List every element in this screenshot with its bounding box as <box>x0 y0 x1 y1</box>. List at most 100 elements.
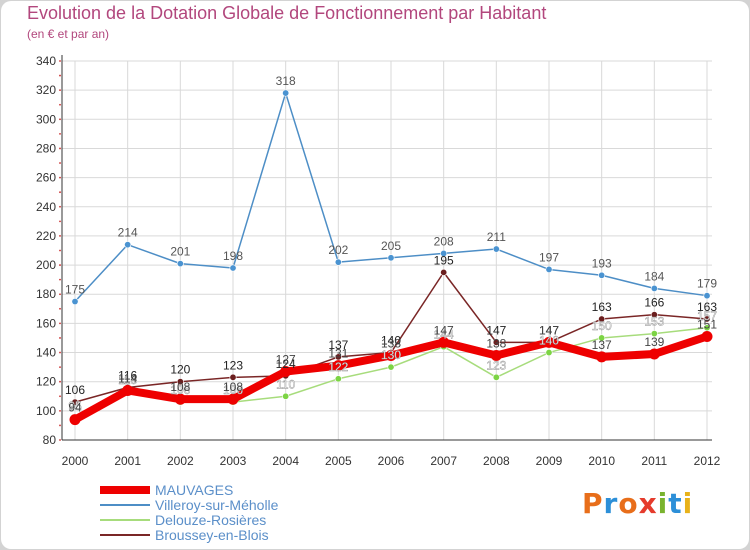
data-label-mauvages: 139 <box>644 335 664 349</box>
data-label-mauvages: 137 <box>592 338 612 352</box>
data-point-villeroy-sur-meholle <box>598 271 606 279</box>
data-point-mauvages <box>385 349 397 361</box>
data-label-villeroy-sur-meholle: 318 <box>276 74 296 88</box>
data-point-mauvages <box>227 393 239 405</box>
data-point-delouze-rosieres <box>282 392 290 400</box>
data-point-villeroy-sur-meholle <box>229 264 237 272</box>
y-minor-tick <box>59 337 61 339</box>
data-label-broussey-en-blois: 163 <box>697 300 717 314</box>
data-point-broussey-en-blois <box>492 338 500 346</box>
logo-letter: r <box>603 487 619 520</box>
data-point-mauvages <box>332 360 344 372</box>
data-point-villeroy-sur-meholle <box>176 260 184 268</box>
y-minor-tick <box>59 118 61 121</box>
data-point-delouze-rosieres <box>703 324 711 332</box>
data-point-delouze-rosieres <box>492 373 500 381</box>
legend: MAUVAGESVilleroy-sur-MéholleDelouze-Rosi… <box>100 482 279 543</box>
y-tick-label: 340 <box>36 54 56 68</box>
data-point-villeroy-sur-meholle <box>334 258 342 266</box>
data-label-broussey-en-blois: 116 <box>118 369 137 383</box>
y-minor-tick <box>59 307 61 310</box>
logo-letter: i <box>682 487 694 520</box>
series-layer <box>69 89 713 426</box>
series-villeroy-sur-meholle <box>71 89 711 306</box>
data-label-villeroy-sur-meholle: 184 <box>644 269 664 283</box>
y-tick-label: 140 <box>36 346 56 360</box>
chart-subtitle: (en € et par an) <box>27 27 110 41</box>
y-minor-tick <box>59 366 61 369</box>
y-minor-tick <box>59 60 61 62</box>
data-label-broussey-en-blois: 195 <box>434 253 454 267</box>
x-tick-label: 2002 <box>167 454 194 468</box>
x-tick-label: 2007 <box>430 454 457 468</box>
data-point-mauvages <box>490 349 502 361</box>
y-tick-label: 260 <box>36 171 56 185</box>
y-tick-label: 220 <box>36 229 56 243</box>
data-label-mauvages: 108 <box>223 380 243 394</box>
x-tick-label: 2010 <box>588 454 615 468</box>
data-point-delouze-rosieres <box>334 375 342 383</box>
x-tick-label: 2005 <box>325 454 352 468</box>
y-minor-tick <box>59 424 61 427</box>
data-label-broussey-en-blois: 123 <box>223 358 243 372</box>
y-minor-tick <box>59 235 61 237</box>
data-point-mauvages <box>543 336 555 348</box>
x-tick-label: 2011 <box>641 454 667 468</box>
x-tick-label: 2004 <box>272 454 299 468</box>
data-label-villeroy-sur-meholle: 202 <box>328 243 348 257</box>
y-minor-tick <box>59 147 61 150</box>
proxiti-logo: Proxiti <box>582 487 693 520</box>
data-label-delouze-rosieres: 95 <box>68 399 82 413</box>
logo-letter: x <box>638 487 658 520</box>
x-tick-label: 2000 <box>62 454 89 468</box>
series-mauvages <box>69 331 713 426</box>
data-label-broussey-en-blois: 166 <box>644 296 664 310</box>
data-point-broussey-en-blois <box>334 353 342 361</box>
logo-letter: o <box>618 487 639 520</box>
y-minor-tick <box>59 322 61 325</box>
y-minor-tick <box>59 103 61 106</box>
data-label-mauvages: 138 <box>381 336 401 350</box>
x-tick-label: 2006 <box>378 454 405 468</box>
y-minor-tick <box>59 205 61 208</box>
data-label-mauvages: 147 <box>539 323 559 337</box>
data-label-broussey-en-blois: 147 <box>539 323 559 337</box>
y-tick-label: 180 <box>36 287 56 301</box>
data-point-villeroy-sur-meholle <box>71 298 79 306</box>
data-label-delouze-rosieres: 157 <box>697 309 717 323</box>
data-point-delouze-rosieres <box>650 330 658 338</box>
data-point-mauvages <box>438 336 450 348</box>
data-point-villeroy-sur-meholle <box>650 284 658 292</box>
y-minor-tick <box>59 278 61 281</box>
y-minor-tick <box>59 220 61 223</box>
y-minor-tick <box>59 249 61 252</box>
data-point-broussey-en-blois <box>650 311 658 319</box>
data-label-delouze-rosieres: 113 <box>118 373 137 387</box>
data-point-villeroy-sur-meholle <box>124 241 132 249</box>
y-tick-label: 300 <box>36 112 56 126</box>
data-label-delouze-rosieres: 106 <box>223 383 243 397</box>
data-point-mauvages <box>122 384 134 396</box>
data-label-mauvages: 94 <box>68 401 82 415</box>
data-point-villeroy-sur-meholle <box>282 89 290 97</box>
y-minor-tick <box>59 89 61 92</box>
legend-label: Broussey-en-Blois <box>155 527 269 543</box>
data-label-delouze-rosieres: 106 <box>170 383 190 397</box>
x-tick-label: 2009 <box>536 454 563 468</box>
data-label-delouze-rosieres: 144 <box>434 328 454 342</box>
y-minor-tick <box>59 191 61 194</box>
data-point-mauvages <box>174 393 186 405</box>
y-minor-tick <box>59 395 61 398</box>
data-label-delouze-rosieres: 110 <box>276 377 295 391</box>
data-label-villeroy-sur-meholle: 175 <box>65 283 85 297</box>
data-label-delouze-rosieres: 130 <box>381 348 401 362</box>
y-tick-label: 280 <box>36 141 56 155</box>
chart-title: Evolution de la Dotation Globale de Fonc… <box>27 3 547 23</box>
y-tick-label: 240 <box>36 200 56 214</box>
data-label-broussey-en-blois: 124 <box>276 357 296 371</box>
y-minor-tick <box>59 162 61 164</box>
y-minor-tick <box>59 132 61 135</box>
data-label-villeroy-sur-meholle: 197 <box>539 250 559 264</box>
